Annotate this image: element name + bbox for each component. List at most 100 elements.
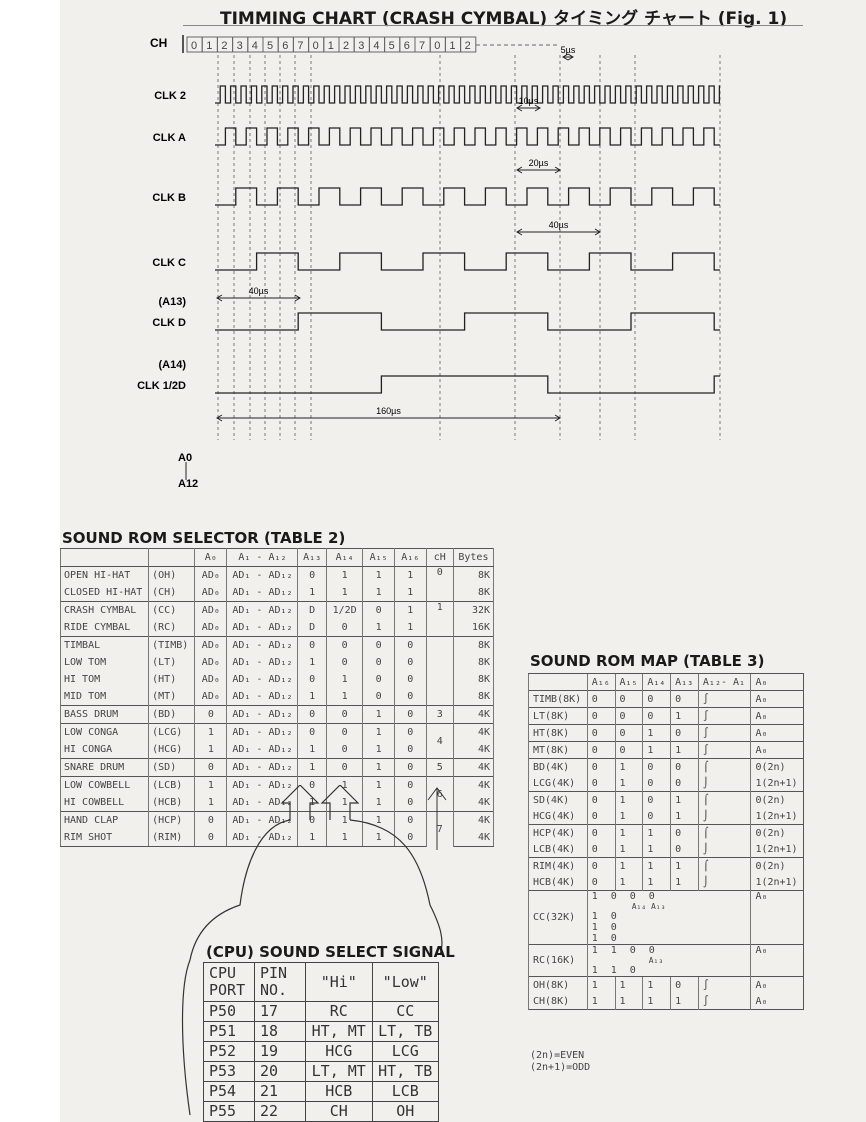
- table-cell: 0: [586, 791, 616, 808]
- bit: 1: [591, 933, 598, 944]
- table-cell: 1(2n+1): [750, 808, 804, 825]
- rom-label: HCP(4K): [528, 824, 588, 841]
- table-cell: ⌡: [697, 841, 751, 858]
- ch-cell-label: 1: [449, 40, 455, 52]
- rom-label: SD(4K): [528, 791, 588, 808]
- table-cell: A₀: [750, 707, 804, 725]
- table-cell: HT, TB: [371, 1061, 439, 1082]
- table-cell: 1: [393, 601, 427, 619]
- table-cell: 1: [325, 671, 364, 688]
- table-cell: 0: [325, 758, 364, 777]
- table-cell: A₁₅: [614, 673, 643, 691]
- table-row: BD(4K) 0 1 0 0 ⌠ 0(2n): [528, 758, 804, 775]
- table-cell: 0: [393, 688, 427, 706]
- rom-label: HT(8K): [528, 724, 588, 742]
- table-cell: 32K: [452, 601, 495, 619]
- rc-row: RC(16K) 1 1 0 0 A₁₃ 1 1 0 A₀: [528, 944, 804, 977]
- table-cell: 0: [297, 566, 327, 584]
- bit: 0: [610, 891, 617, 902]
- table-row: MT(8K) 0 0 1 1 ∫ A₀: [528, 741, 804, 759]
- table-cell: 4K: [452, 705, 495, 724]
- rom-label: RC(16K): [528, 944, 588, 977]
- header-cell: A₁₆: [393, 548, 427, 567]
- table-row: P51 18 HT, MT LT, TB: [203, 1021, 439, 1042]
- instrument-name: MID TOM: [59, 688, 150, 706]
- rom-label: CH(8K): [528, 993, 588, 1010]
- table-cell: 0: [362, 654, 395, 671]
- table-row: CLOSED HI-HAT (CH) AD₀ AD₁ - AD₁₂ 1 1 1 1 8K: [59, 584, 495, 602]
- table-row: P50 17 RC CC: [203, 1001, 439, 1022]
- table-cell: 0: [586, 741, 616, 759]
- table-cell: OH: [371, 1101, 439, 1122]
- waveform-clk-a: [215, 127, 720, 146]
- table-cell: 0: [586, 690, 616, 708]
- instrument-name: OPEN HI-HAT: [59, 566, 150, 584]
- table-cell: ∫: [697, 993, 751, 1010]
- table-cell: (LCG): [148, 723, 196, 741]
- table-row: LOW CONGA (LCG) 1 AD₁ - AD₁₂ 0 0 1 0 4 4K: [59, 723, 495, 759]
- ch-cell-label: 0: [313, 40, 319, 52]
- table-cell: AD₁ - AD₁₂: [226, 671, 299, 688]
- table-cell: 1: [614, 758, 643, 775]
- a0-cell: A₀: [750, 890, 804, 945]
- table-cell: 0: [297, 636, 327, 654]
- table-cell: 1: [642, 724, 671, 742]
- table-cell: ⌠: [697, 791, 751, 808]
- table-cell: ⌠: [697, 824, 751, 841]
- table-cell: 1: [642, 824, 671, 841]
- table-cell: ∫: [697, 741, 751, 759]
- waveform-clk-d: [215, 312, 720, 331]
- table-row: SD(4K) 0 1 0 1 ⌠ 0(2n): [528, 791, 804, 808]
- table-row: TIMB(8K) 0 0 0 0 ∫ A₀: [528, 690, 804, 708]
- table-row: P52 19 HCG LCG: [203, 1041, 439, 1062]
- table-cell: AD₁ - AD₁₂: [226, 619, 299, 637]
- table-cell: 1: [362, 723, 395, 741]
- table-cell: 1: [614, 824, 643, 841]
- table-cell: 1: [297, 829, 327, 847]
- table-cell: 0: [642, 690, 671, 708]
- table-row: LT(8K) 0 0 0 1 ∫ A₀: [528, 707, 804, 725]
- table-row: HT(8K) 0 0 1 0 ∫ A₀: [528, 724, 804, 742]
- instrument-name: CRASH CYMBAL: [59, 601, 150, 619]
- ch-cell-label: 1: [206, 40, 212, 52]
- table-cell: HCB: [305, 1081, 373, 1102]
- sound-rom-map-table: A₁₆ A₁₅ A₁₄ A₁₃ A₁₂- A₁ A₀ TIMB(8K) 0 0 0 0 ∫ A₀ LT(8…: [528, 673, 804, 1010]
- thin-arrow-ch: [427, 787, 447, 850]
- rom-label: CC(32K): [528, 890, 588, 945]
- arrows-and-brace: [181, 785, 447, 1116]
- table-cell: 0: [362, 636, 395, 654]
- table-cell: 8K: [452, 671, 495, 688]
- table-cell: AD₀: [194, 671, 228, 688]
- ch-cell: [460, 36, 477, 53]
- table-row: MID TOM (MT) AD₀ AD₁ - AD₁₂ 1 1 0 0 8K: [59, 688, 495, 706]
- table-cell: 1: [194, 794, 228, 812]
- table-row: P53 20 LT, MT HT, TB: [203, 1061, 439, 1082]
- table-cell: AD₁ - AD₁₂: [226, 741, 299, 759]
- table-cell: 16K: [452, 619, 495, 637]
- measurement-label: 5µs: [561, 45, 576, 55]
- table-cell: 0: [194, 705, 228, 724]
- table-cell: 4K: [452, 741, 495, 759]
- address-label: A12: [178, 478, 198, 490]
- measurement-label: 40µs: [549, 220, 569, 230]
- table-cell: 1(2n+1): [750, 775, 804, 792]
- measurement-label: 10µs: [519, 96, 539, 106]
- table-cell: 0: [670, 824, 699, 841]
- table-cell: 17: [254, 1001, 306, 1022]
- bit: 1: [591, 965, 598, 976]
- timing-chart-title: TIMMING CHART (CRASH CYMBAL) タイミング チャート …: [220, 9, 788, 29]
- header-cell: PIN NO.: [254, 962, 306, 1002]
- table-cell: 8K: [452, 566, 495, 584]
- table-cell: 0: [325, 723, 364, 741]
- rom-label: LCB(4K): [528, 841, 588, 858]
- table-cell: 1(2n+1): [750, 874, 804, 891]
- table-row: LOW TOM (LT) AD₀ AD₁ - AD₁₂ 1 0 0 0 8K: [59, 654, 495, 671]
- table-cell: ⌠: [697, 857, 751, 874]
- table-cell: 1: [614, 808, 643, 825]
- table-row: HCG(4K) 0 1 0 1 ⌡ 1(2n+1): [528, 808, 804, 825]
- table-cell: 0: [670, 690, 699, 708]
- table-cell: P52: [203, 1041, 255, 1062]
- ch-cell: 5: [425, 758, 454, 777]
- ch-cell-label: 4: [252, 40, 258, 52]
- ch-cell: [425, 636, 454, 706]
